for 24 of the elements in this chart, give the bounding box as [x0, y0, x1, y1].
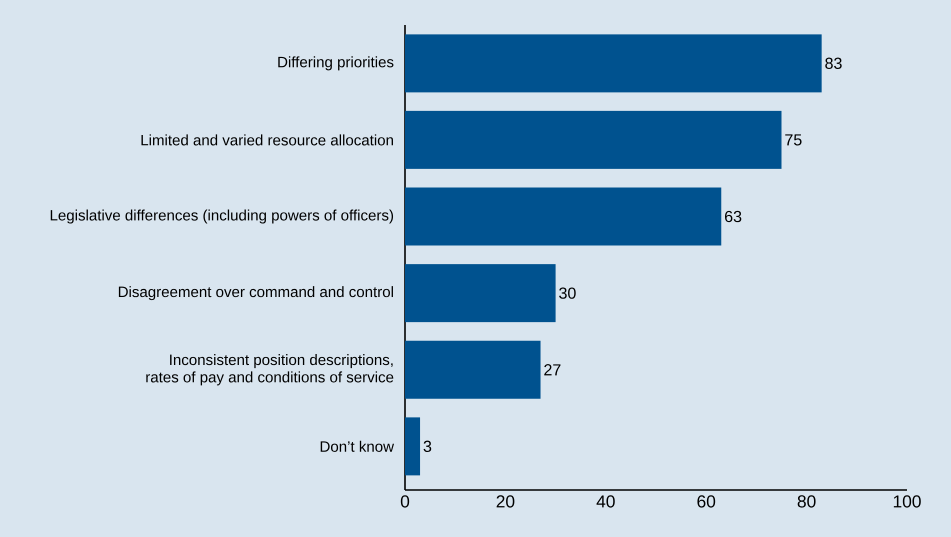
y-tick-label: Inconsistent position descriptions, rates of pay and conditions of service: [146, 354, 394, 386]
x-tick-label: 40: [596, 495, 615, 508]
bar: [405, 264, 556, 322]
data-label: 75: [785, 134, 802, 146]
data-label: 83: [825, 58, 842, 69]
x-tick-label: 100: [894, 495, 921, 508]
y-tick-label: Differing priorities: [278, 56, 394, 70]
y-tick-label: Don’t know: [320, 440, 394, 452]
data-label: 30: [559, 287, 576, 299]
x-tick-label: 20: [496, 495, 514, 508]
bar: [405, 34, 822, 92]
y-tick-label: Legislative differences (including powers of officers): [50, 210, 394, 224]
y-tick-label: Disagreement over command and control: [118, 286, 393, 300]
x-tick-label: 60: [697, 495, 716, 508]
data-label: 63: [725, 210, 742, 222]
x-tick-label: 0: [400, 495, 410, 508]
bar: [405, 417, 420, 476]
bar: [405, 340, 541, 399]
data-label: 3: [424, 440, 432, 452]
bar: [405, 110, 782, 169]
x-tick-label: 80: [798, 495, 816, 508]
y-tick-label: Limited and varied resource allocation: [141, 134, 393, 146]
data-label: 27: [544, 364, 560, 376]
bar: [405, 188, 722, 246]
